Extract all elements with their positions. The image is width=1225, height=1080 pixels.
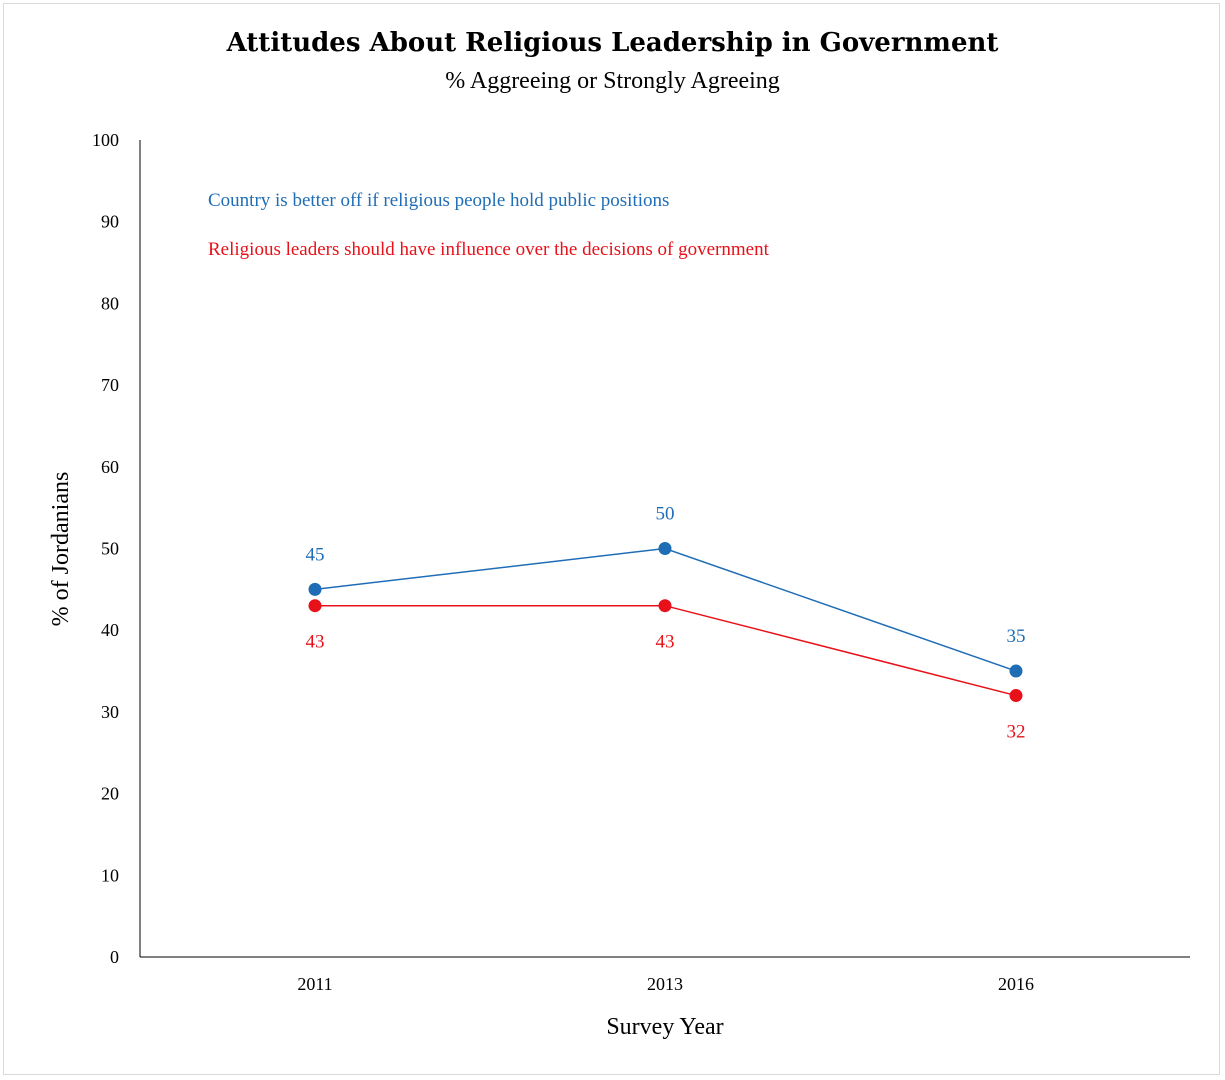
- data-point: [658, 599, 672, 613]
- data-label: 43: [306, 632, 325, 653]
- y-tick-label: 40: [101, 620, 119, 640]
- y-tick-label: 20: [101, 784, 119, 804]
- data-label: 32: [1007, 722, 1026, 743]
- y-tick-label: 30: [101, 702, 119, 722]
- y-tick-label: 10: [101, 865, 119, 885]
- y-tick-label: 0: [110, 947, 119, 967]
- y-axis-title: % of Jordanians: [48, 472, 74, 627]
- y-tick-labels: 0 10 20 30 40 50 60 70 80 90 100: [92, 130, 119, 967]
- x-axis-title: Survey Year: [606, 1014, 723, 1040]
- y-tick-label: 70: [101, 375, 119, 395]
- y-tick-label: 60: [101, 457, 119, 477]
- series-group: 45 50 35 43 43 32: [306, 504, 1026, 743]
- x-tick-label: 2011: [297, 974, 332, 994]
- y-tick-label: 90: [101, 212, 119, 232]
- y-tick-label: 100: [92, 130, 119, 150]
- x-tick-labels: 2011 2013 2016: [297, 974, 1034, 994]
- y-tick-label: 50: [101, 539, 119, 559]
- data-point: [308, 599, 322, 613]
- data-label: 50: [656, 504, 675, 525]
- data-point: [1009, 689, 1023, 703]
- chart-subtitle: % Aggreeing or Strongly Agreeing: [445, 68, 780, 94]
- legend: Country is better off if religious peopl…: [208, 190, 770, 260]
- data-point: [308, 582, 322, 596]
- data-label: 45: [306, 544, 325, 565]
- y-tick-label: 80: [101, 293, 119, 313]
- data-label: 43: [656, 632, 675, 653]
- data-point: [658, 542, 672, 555]
- x-tick-label: 2016: [998, 974, 1034, 994]
- chart-frame: [3, 3, 1220, 1075]
- data-label: 35: [1007, 626, 1026, 647]
- x-tick-label: 2013: [647, 974, 683, 994]
- legend-entry: Country is better off if religious peopl…: [208, 190, 669, 211]
- legend-entry: Religious leaders should have influence …: [208, 239, 770, 260]
- chart-title: Attitudes About Religious Leadership in …: [226, 28, 999, 58]
- data-point: [1009, 664, 1023, 678]
